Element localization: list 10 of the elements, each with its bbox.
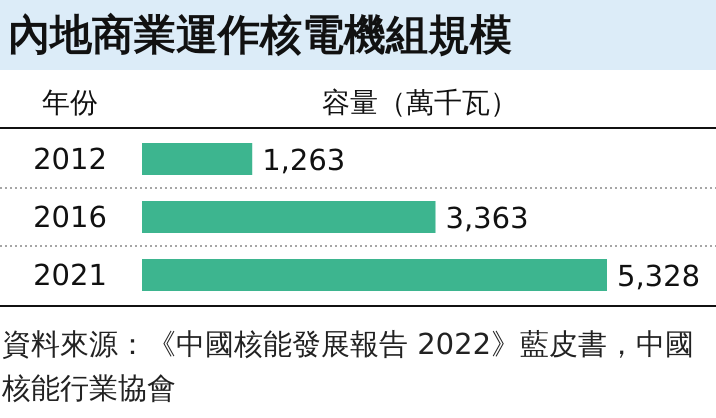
x-axis-title: 容量（萬千瓦） xyxy=(322,86,518,119)
source-note: 資料來源：《中國核能發展報告 2022》藍皮書，中國核能行業協會 xyxy=(2,326,696,407)
data-label: 5,328 xyxy=(617,259,700,293)
data-label: 3,363 xyxy=(446,201,529,235)
data-label: 1,263 xyxy=(262,143,346,177)
y-tick-label: 2021 xyxy=(33,258,107,292)
chart-title: 內地商業運作核電機組規模 xyxy=(0,0,716,70)
y-axis-title: 年份 xyxy=(42,86,98,119)
y-tick-label: 2012 xyxy=(33,142,107,176)
y-tick-label: 2016 xyxy=(33,200,107,234)
